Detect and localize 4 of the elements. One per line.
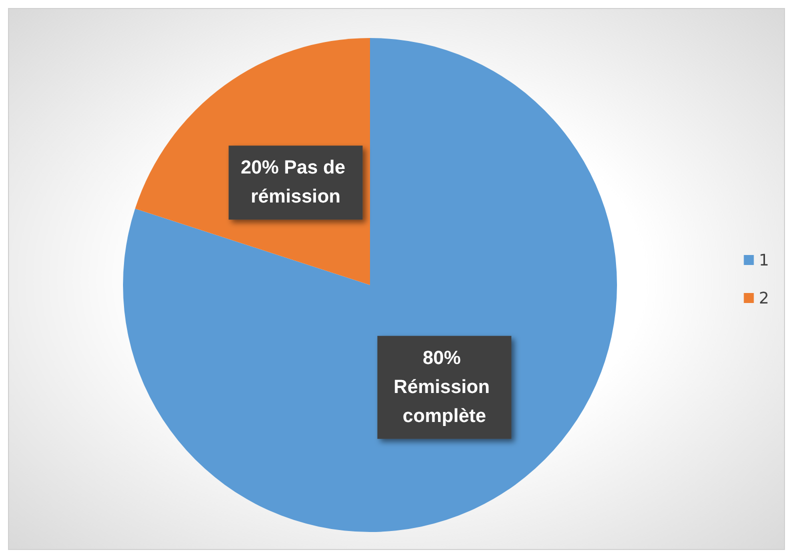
- legend-label: 2: [758, 288, 770, 308]
- data-label: 20% Pas de rémission: [240, 158, 351, 208]
- legend-label: 1: [758, 250, 770, 270]
- data-label: 80% Rémission complète: [394, 348, 496, 427]
